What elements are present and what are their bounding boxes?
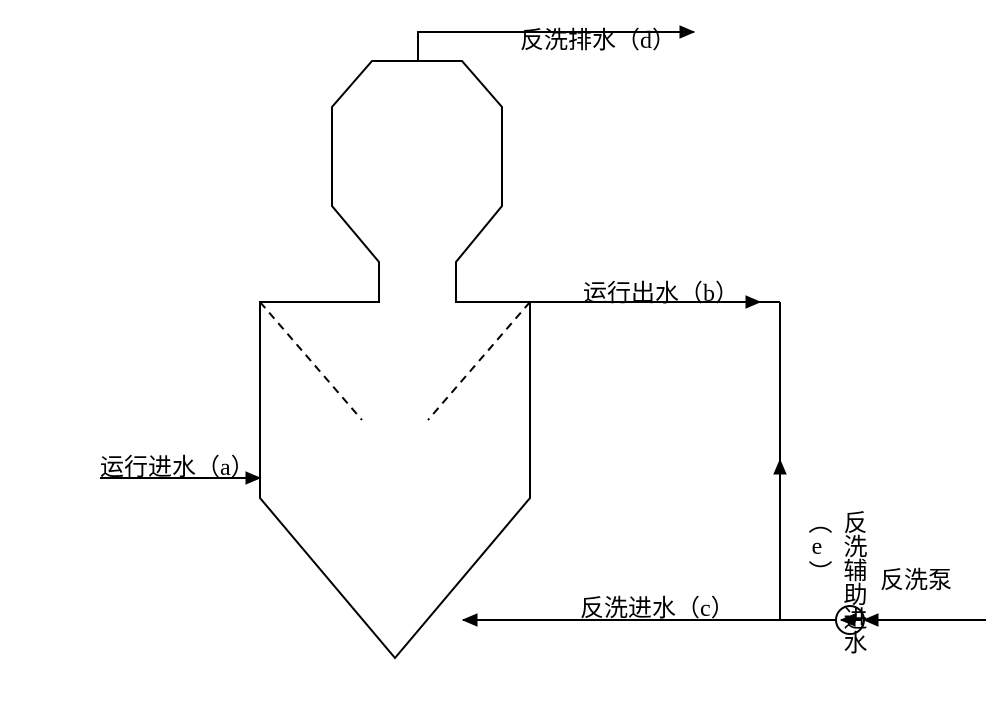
label-e: 反洗辅助进水（e） bbox=[800, 510, 870, 705]
label-a: 运行进水（a） bbox=[100, 447, 255, 482]
label-b: 运行出水（b） bbox=[583, 273, 739, 308]
label-d: 反洗排水（d） bbox=[520, 20, 676, 55]
diagram-stage: 反洗排水（d） 运行出水（b） 运行进水（a） 反洗进水（c） 反洗辅助进水（e… bbox=[0, 0, 1000, 705]
label-pump: 反洗泵 bbox=[880, 560, 952, 595]
label-c: 反洗进水（c） bbox=[580, 588, 735, 623]
